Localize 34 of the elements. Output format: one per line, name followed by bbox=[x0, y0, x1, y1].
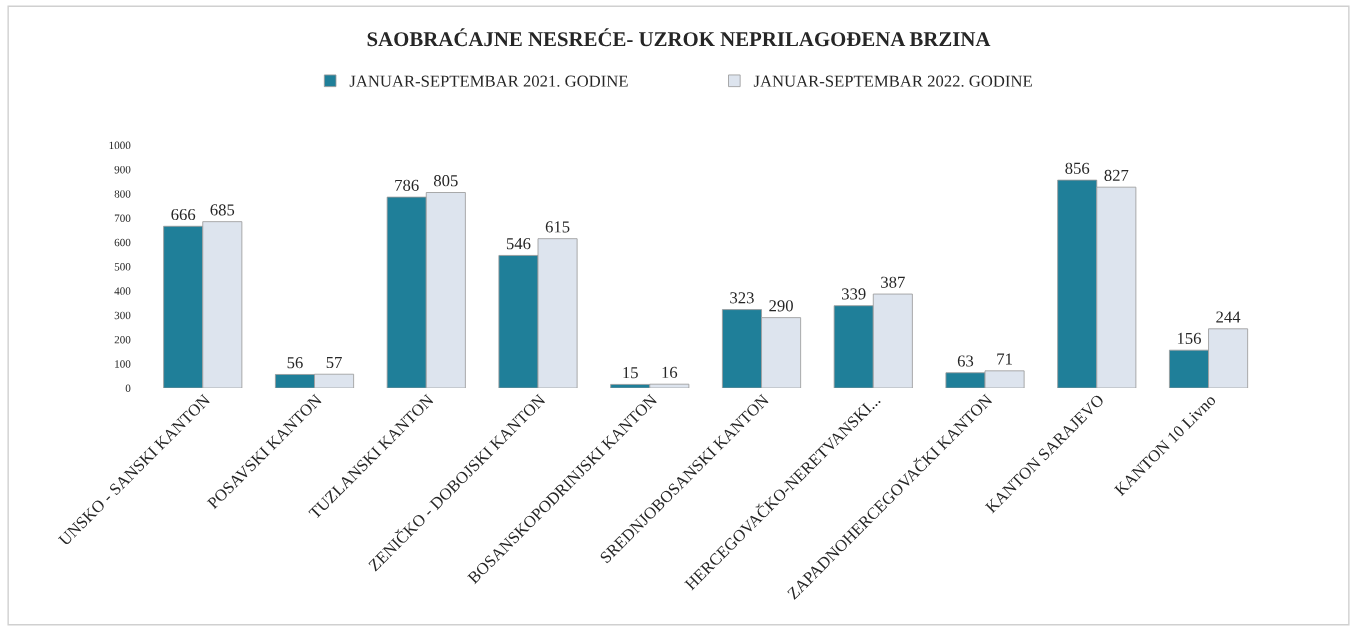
data-label: 71 bbox=[997, 353, 1012, 365]
data-label: 16 bbox=[662, 366, 678, 379]
chart-title: SAOBRAĆAJNE NESREĆE- UZROK NEPRILAGOĐENA BRZINA bbox=[367, 28, 991, 47]
y-tick-label: 600 bbox=[114, 238, 131, 247]
y-tick-label: 700 bbox=[114, 214, 131, 222]
data-label: 387 bbox=[881, 276, 905, 288]
y-tick-label: 200 bbox=[114, 335, 131, 344]
data-label: 156 bbox=[1177, 332, 1201, 344]
y-tick-label: 100 bbox=[115, 360, 131, 368]
legend-label: JANUAR-SEPTEMBAR 2021. GODINE bbox=[349, 75, 628, 87]
y-tick-label: 0 bbox=[125, 384, 131, 393]
data-label: 244 bbox=[1216, 311, 1241, 323]
data-label: 546 bbox=[506, 238, 531, 250]
data-label: 786 bbox=[395, 179, 419, 191]
y-tick-label: 400 bbox=[114, 287, 131, 295]
data-label: 57 bbox=[326, 356, 342, 369]
legend-label: JANUAR-SEPTEMBAR 2022. GODINE bbox=[753, 75, 1032, 87]
data-label: 323 bbox=[730, 292, 754, 304]
y-tick-label: 900 bbox=[114, 165, 131, 174]
data-label: 56 bbox=[287, 357, 303, 369]
y-tick-label: 1000 bbox=[109, 141, 131, 150]
data-label: 63 bbox=[957, 355, 974, 367]
y-tick-label: 800 bbox=[114, 190, 131, 198]
data-label: 339 bbox=[842, 288, 866, 300]
data-label: 15 bbox=[623, 367, 638, 379]
y-tick-label: 300 bbox=[114, 311, 131, 320]
data-label: 685 bbox=[210, 204, 235, 216]
data-label: 290 bbox=[769, 300, 793, 312]
data-label: 856 bbox=[1065, 162, 1090, 174]
data-label: 805 bbox=[433, 175, 458, 187]
y-tick-label: 500 bbox=[114, 263, 131, 271]
data-label: 666 bbox=[171, 208, 196, 221]
data-label: 827 bbox=[1104, 169, 1129, 181]
data-label: 615 bbox=[545, 221, 570, 233]
